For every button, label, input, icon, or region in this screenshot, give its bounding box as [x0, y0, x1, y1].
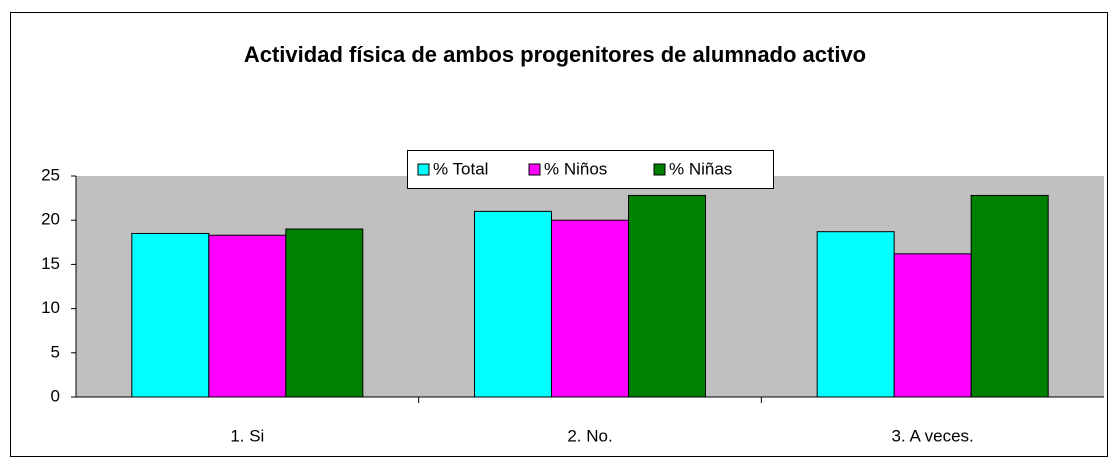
x-tick-label: 3. A veces. — [892, 426, 974, 445]
legend-label: % Niñas — [669, 159, 732, 178]
bar — [816, 231, 895, 398]
legend-label: % Niños — [544, 159, 607, 178]
bar — [131, 232, 210, 398]
x-tick-label: 2. No. — [567, 426, 612, 445]
y-tick-label: 25 — [41, 165, 60, 184]
chart-title: Actividad física de ambos progenitores d… — [244, 42, 866, 67]
y-tick-label: 5 — [51, 342, 60, 361]
bar — [474, 210, 552, 398]
bar — [893, 253, 972, 398]
legend-label: % Total — [433, 159, 488, 178]
y-tick-label: 15 — [41, 254, 60, 273]
bar — [628, 194, 706, 398]
legend — [407, 150, 774, 189]
bar — [551, 219, 629, 398]
bar — [208, 234, 287, 398]
y-tick-label: 0 — [51, 386, 60, 405]
bar — [285, 228, 364, 398]
y-tick-label: 20 — [41, 210, 60, 229]
bar — [970, 194, 1049, 398]
legend-swatch — [417, 163, 430, 176]
x-tick-label: 1. Si — [230, 426, 264, 445]
legend-swatch — [653, 163, 666, 176]
legend-swatch — [528, 163, 541, 176]
y-tick-label: 10 — [41, 298, 60, 317]
